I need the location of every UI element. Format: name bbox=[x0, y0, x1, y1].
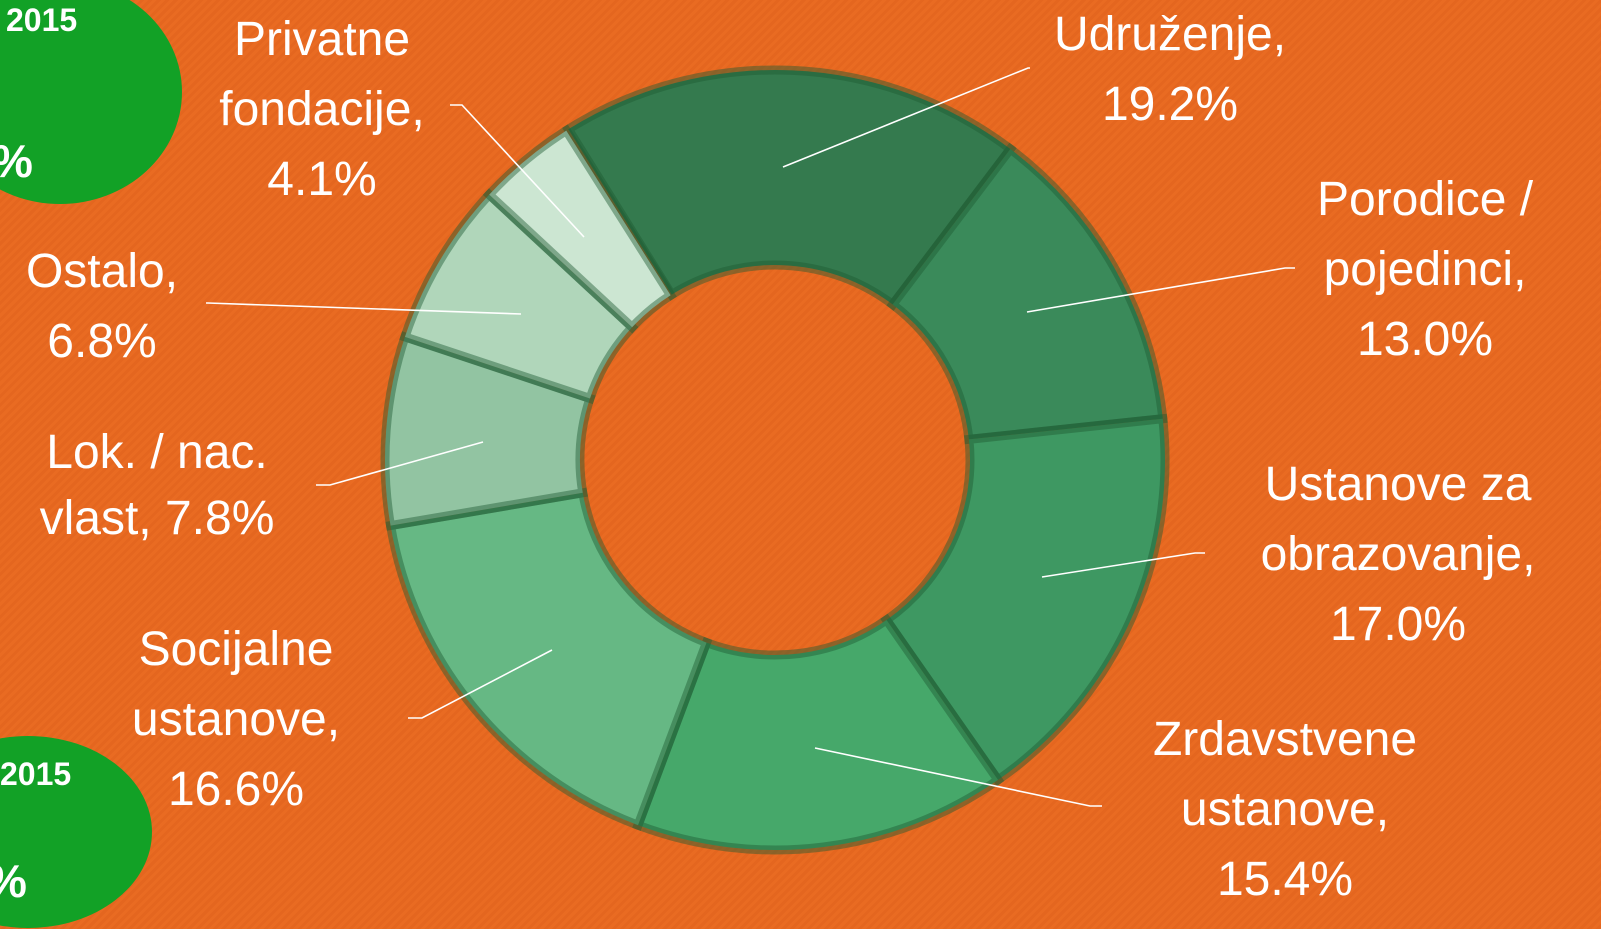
slice-label: Lok. / nac. vlast, 7.8% bbox=[7, 420, 307, 552]
slice-label: Porodice / pojedinci, 13.0% bbox=[1285, 165, 1565, 375]
donut-segment bbox=[399, 188, 639, 405]
leader-line bbox=[316, 441, 484, 486]
category-label: Lok. / nac. vlast, bbox=[39, 426, 268, 545]
leader-line bbox=[1041, 552, 1205, 578]
leader-line bbox=[1026, 267, 1295, 313]
value-label: 19.2% bbox=[1101, 78, 1239, 131]
value-label: 4.1% bbox=[267, 153, 377, 206]
value-label: 16.6% bbox=[167, 763, 305, 816]
badge-year: 2015 bbox=[0, 756, 72, 792]
slice-label: Udruženje, 19.2% bbox=[1020, 0, 1320, 140]
leader-lines bbox=[206, 67, 1295, 807]
value-label: 7.8% bbox=[164, 492, 275, 545]
donut-segment bbox=[886, 142, 1168, 445]
category-label: Ostalo, bbox=[25, 245, 179, 298]
category-label: Ustanove za obrazovanje, bbox=[1260, 458, 1536, 581]
badge-year: 2015 bbox=[6, 2, 78, 38]
value-label: 15.4% bbox=[1216, 853, 1354, 906]
donut-segment bbox=[880, 413, 1170, 787]
leader-line bbox=[450, 104, 585, 238]
category-label: Socijalne ustanove, bbox=[131, 623, 341, 746]
slice-label: Ustanove za obrazovanje, 17.0% bbox=[1233, 450, 1563, 660]
slice-label: Zrdavstvene ustanove, 15.4% bbox=[1125, 705, 1445, 915]
slice-label: Privatne fondacije, 4.1% bbox=[187, 5, 457, 215]
leader-line bbox=[408, 649, 553, 719]
donut-segment bbox=[385, 487, 713, 831]
badge-circle bbox=[0, 0, 182, 204]
value-label: 13.0% bbox=[1356, 313, 1494, 366]
donut bbox=[380, 65, 1170, 855]
donut-segment bbox=[632, 613, 1005, 855]
badge-suffix: % bbox=[0, 134, 33, 188]
badge-suffix: % bbox=[0, 854, 27, 908]
badge-circle bbox=[0, 736, 152, 928]
leader-line bbox=[206, 302, 522, 315]
category-label: Privatne fondacije, bbox=[219, 13, 425, 136]
donut-segment bbox=[562, 65, 1017, 311]
donut-segment bbox=[482, 124, 677, 334]
slice-label: Ostalo, 6.8% bbox=[0, 237, 207, 377]
category-label: Porodice / pojedinci, bbox=[1316, 173, 1534, 296]
value-label: 17.0% bbox=[1329, 598, 1467, 651]
leader-line bbox=[782, 67, 1030, 168]
leader-line bbox=[814, 747, 1102, 807]
value-label: 6.8% bbox=[47, 315, 157, 368]
slice-label: Socijalne ustanove, 16.6% bbox=[101, 615, 371, 825]
category-label: Zrdavstvene ustanove, bbox=[1152, 713, 1418, 836]
category-label: Udruženje, bbox=[1053, 8, 1287, 61]
